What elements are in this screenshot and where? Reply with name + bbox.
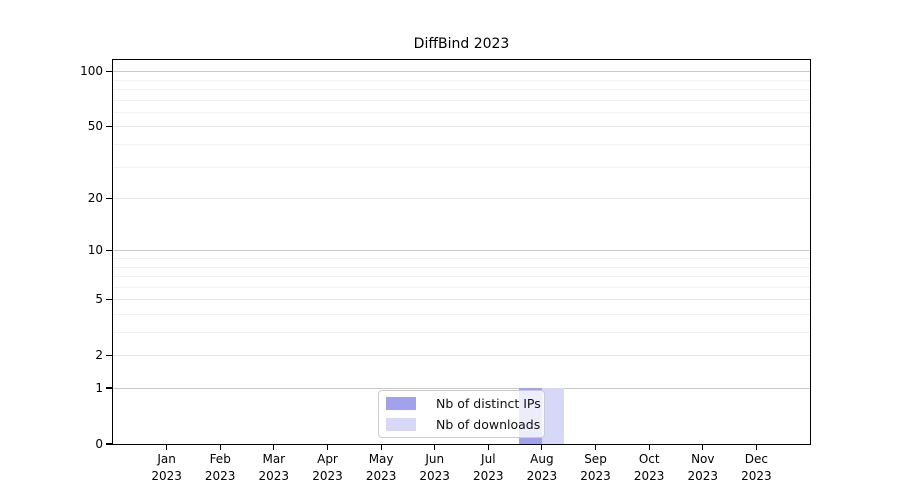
legend-row-distinct-ips: Nb of distinct IPs (386, 395, 541, 413)
y-tick-label: 1 (95, 381, 103, 395)
y-tick-label: 5 (95, 292, 103, 307)
gridline (113, 250, 810, 252)
x-tick-label: Mar 2023 (258, 452, 290, 483)
y-tick-label: 10 (87, 243, 103, 258)
gridline (113, 355, 810, 357)
x-tick (541, 444, 543, 450)
y-tick (106, 249, 113, 251)
minor-gridline (113, 166, 810, 168)
minor-gridline (113, 258, 810, 259)
gridline (113, 126, 810, 128)
x-tick (648, 444, 650, 450)
gridline (113, 299, 810, 301)
x-tick-label: Oct 2023 (633, 452, 665, 483)
y-tick (106, 387, 113, 389)
downloads-swatch-icon (386, 417, 416, 431)
x-tick (594, 444, 597, 450)
x-tick (487, 444, 489, 450)
y-tick-label: 100 (80, 64, 103, 79)
minor-gridline (113, 314, 810, 315)
y-tick-label: 0 (95, 437, 103, 451)
gridline (113, 198, 810, 200)
x-tick (434, 444, 436, 450)
y-tick (106, 443, 113, 445)
gridline (113, 388, 810, 389)
chart-title: DiffBind 2023 (413, 36, 510, 52)
minor-gridline (113, 276, 810, 277)
y-tick-label: 50 (87, 119, 103, 134)
y-tick (106, 125, 113, 127)
x-tick (755, 444, 757, 450)
distinct-ips-swatch-icon (386, 397, 416, 411)
x-tick-label: Apr 2023 (312, 452, 343, 483)
x-tick-label: Jun 2023 (419, 452, 450, 483)
x-tick (219, 444, 221, 450)
bar-downloads (541, 388, 565, 444)
minor-gridline (113, 89, 810, 90)
y-tick (106, 298, 113, 300)
minor-gridline (113, 266, 810, 268)
y-tick (106, 70, 113, 72)
minor-gridline (113, 111, 810, 113)
y-tick-label: 2 (95, 348, 103, 363)
y-tick (106, 354, 113, 356)
x-tick-label: Sep 2023 (580, 452, 611, 483)
x-tick-label: Nov 2023 (687, 452, 719, 483)
minor-gridline (113, 99, 810, 101)
x-tick (380, 444, 382, 450)
x-tick (166, 444, 168, 450)
x-tick-label: Aug 2023 (526, 452, 558, 483)
x-tick-label: Feb 2023 (204, 452, 236, 483)
x-tick (273, 444, 275, 450)
y-tick-label: 20 (87, 191, 103, 206)
legend-row-downloads: Nb of downloads (386, 416, 541, 434)
legend: Nb of distinct IPs Nb of downloads (378, 390, 545, 438)
legend-label-distinct-ips: Nb of distinct IPs (436, 396, 541, 412)
y-tick (106, 197, 113, 199)
minor-gridline (113, 332, 810, 333)
x-tick-label: Dec 2023 (741, 452, 772, 483)
x-tick (326, 444, 329, 450)
x-tick-label: Jul 2023 (473, 452, 504, 483)
x-tick (702, 444, 704, 450)
x-tick-label: May 2023 (365, 452, 397, 483)
gridline (113, 71, 810, 73)
legend-label-downloads: Nb of downloads (436, 416, 541, 432)
minor-gridline (113, 286, 810, 288)
minor-gridline (113, 79, 810, 81)
minor-gridline (113, 144, 810, 145)
x-tick-label: Jan 2023 (151, 452, 182, 483)
